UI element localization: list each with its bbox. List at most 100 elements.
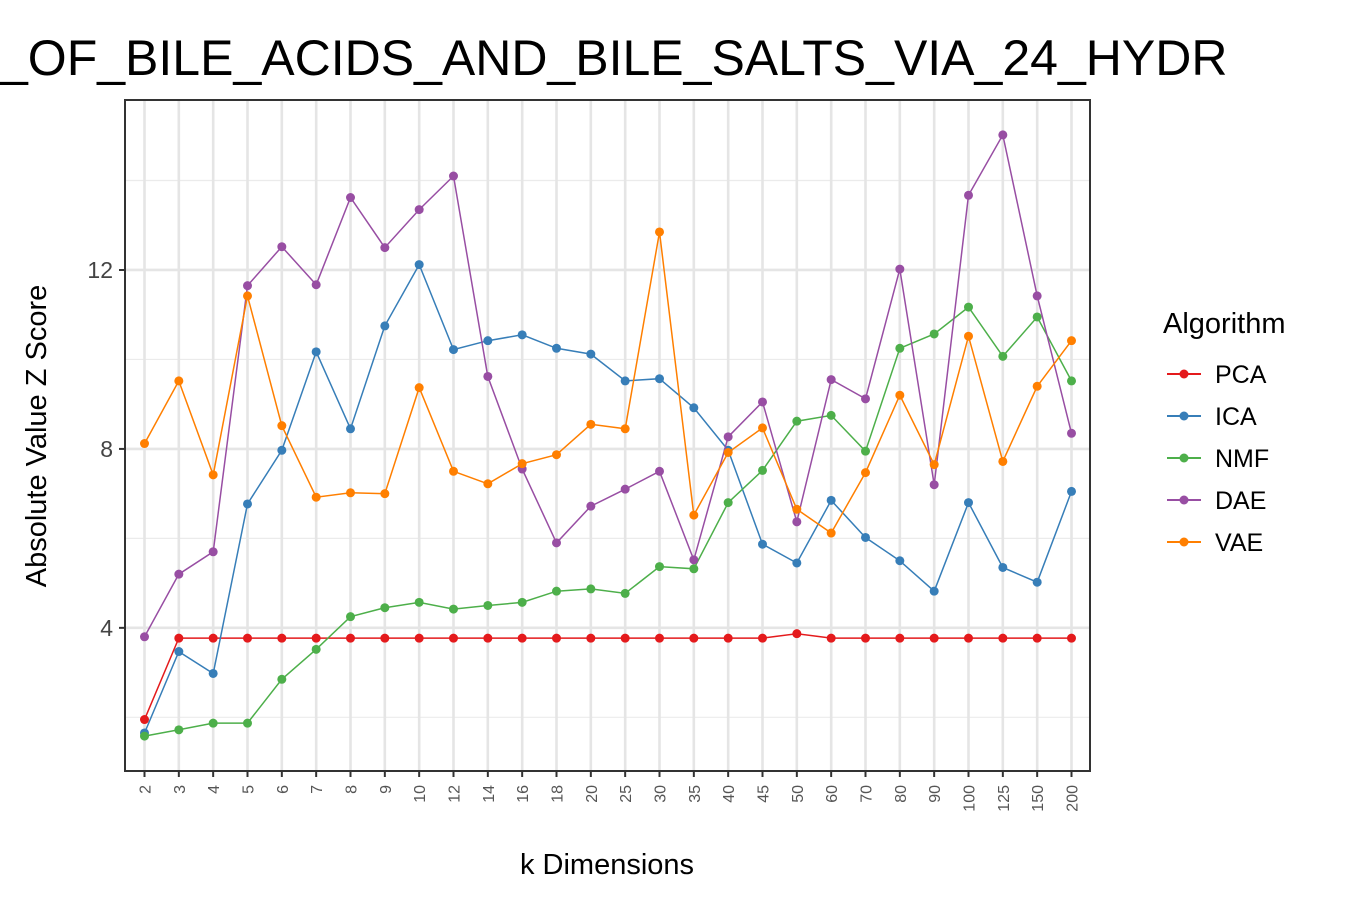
data-point-dae	[380, 243, 390, 253]
series-line-dae	[143, 132, 1073, 638]
x-tick-label: 45	[756, 785, 773, 803]
data-point-dae	[792, 517, 802, 527]
x-tick-label: 25	[618, 785, 635, 803]
x-tick-label: 6	[275, 785, 292, 794]
data-point-ica	[929, 586, 939, 596]
data-point-ica	[1067, 486, 1076, 496]
x-tick-label: 3	[172, 785, 189, 794]
series-ica	[140, 260, 1076, 738]
data-point-dae	[243, 281, 252, 291]
data-point-pca	[174, 633, 184, 643]
legend: Algorithm PCA ICA NMF DAE VAE	[1163, 308, 1286, 557]
data-point-dae	[140, 632, 149, 642]
data-point-pca	[689, 633, 699, 643]
data-point-pca	[929, 633, 939, 643]
data-point-dae	[723, 432, 733, 442]
legend-label: PCA	[1215, 361, 1267, 389]
data-point-ica	[380, 321, 390, 331]
data-point-dae	[826, 375, 836, 385]
data-point-pca	[620, 633, 630, 643]
data-point-nmf	[723, 498, 733, 508]
data-point-dae	[552, 538, 561, 548]
x-tick-label: 16	[515, 785, 532, 803]
data-point-dae	[449, 171, 458, 181]
data-point-ica	[895, 556, 905, 566]
legend-key-point	[1179, 495, 1189, 505]
data-point-vae	[655, 227, 664, 237]
data-point-nmf	[552, 586, 561, 596]
x-tick-label: 150	[1030, 785, 1047, 812]
legend-title: Algorithm	[1163, 308, 1286, 340]
series-line-ica	[143, 262, 1073, 734]
data-point-pca	[483, 633, 493, 643]
data-point-nmf	[311, 644, 321, 654]
data-point-vae	[277, 421, 287, 431]
y-tick-label: 4	[100, 615, 113, 641]
x-tick-label: 8	[344, 785, 361, 794]
data-point-ica	[964, 498, 973, 508]
data-point-nmf	[277, 674, 287, 684]
data-point-ica	[998, 562, 1008, 572]
data-point-nmf	[414, 597, 424, 607]
x-tick-label: 10	[412, 785, 429, 803]
data-point-ica	[277, 445, 287, 455]
x-tick-label: 20	[584, 785, 601, 803]
data-point-nmf	[586, 584, 596, 594]
data-point-dae	[929, 480, 939, 490]
data-point-nmf	[998, 351, 1008, 361]
series-line-vae	[143, 231, 1073, 535]
data-point-pca	[517, 633, 527, 643]
data-point-nmf	[895, 343, 905, 353]
data-point-ica	[517, 330, 527, 340]
series-line-pca	[143, 632, 1072, 720]
data-point-vae	[861, 468, 870, 478]
data-point-dae	[655, 466, 664, 476]
x-tick-label: 60	[824, 785, 841, 803]
x-tick-label: 30	[653, 785, 670, 803]
data-point-ica	[792, 558, 802, 568]
data-point-ica	[174, 647, 184, 657]
data-point-pca	[346, 633, 355, 643]
data-point-pca	[380, 633, 390, 643]
legend-label: VAE	[1215, 529, 1263, 557]
data-point-ica	[552, 343, 561, 353]
data-point-dae	[346, 193, 355, 203]
data-point-vae	[998, 456, 1008, 466]
data-point-nmf	[449, 604, 458, 614]
y-tick-label: 8	[100, 436, 113, 462]
x-tick-label: 5	[241, 785, 258, 794]
x-tick-label: 200	[1065, 785, 1082, 812]
data-point-nmf	[758, 465, 767, 475]
x-tick-label: 90	[927, 785, 944, 803]
legend-label: DAE	[1215, 487, 1266, 515]
data-point-vae	[552, 450, 561, 460]
data-point-dae	[483, 371, 493, 381]
data-point-dae	[311, 280, 321, 290]
series-lines	[140, 130, 1076, 741]
y-tick-label: 12	[87, 257, 113, 283]
data-point-dae	[277, 242, 287, 252]
grid	[125, 100, 1090, 771]
data-point-nmf	[929, 329, 939, 339]
series-line-nmf	[144, 306, 1073, 737]
data-point-nmf	[792, 416, 802, 426]
data-point-dae	[174, 569, 184, 579]
x-axis: 2 3 4 5 6 7 8 9 10 12 14 16 18 20 25 30 35 40 45 50 60 70 80 90…	[138, 771, 1082, 812]
x-tick-label: 40	[721, 785, 738, 803]
data-point-nmf	[861, 446, 870, 456]
data-point-pca	[861, 633, 870, 643]
chart-title: _OF_BILE_ACIDS_AND_BILE_SALTS_VIA_24_HYD…	[0, 30, 1227, 86]
legend-key-point	[1179, 369, 1189, 379]
data-point-vae	[826, 528, 836, 538]
data-point-pca	[140, 715, 149, 725]
data-point-vae	[689, 510, 699, 520]
data-point-pca	[655, 633, 664, 643]
data-point-nmf	[1067, 376, 1076, 386]
x-tick-label: 80	[893, 785, 910, 803]
data-point-pca	[792, 629, 802, 639]
data-point-vae	[380, 489, 390, 499]
data-point-pca	[277, 633, 287, 643]
data-point-nmf	[517, 597, 527, 607]
data-point-ica	[414, 260, 424, 270]
legend-key-point	[1179, 453, 1189, 463]
